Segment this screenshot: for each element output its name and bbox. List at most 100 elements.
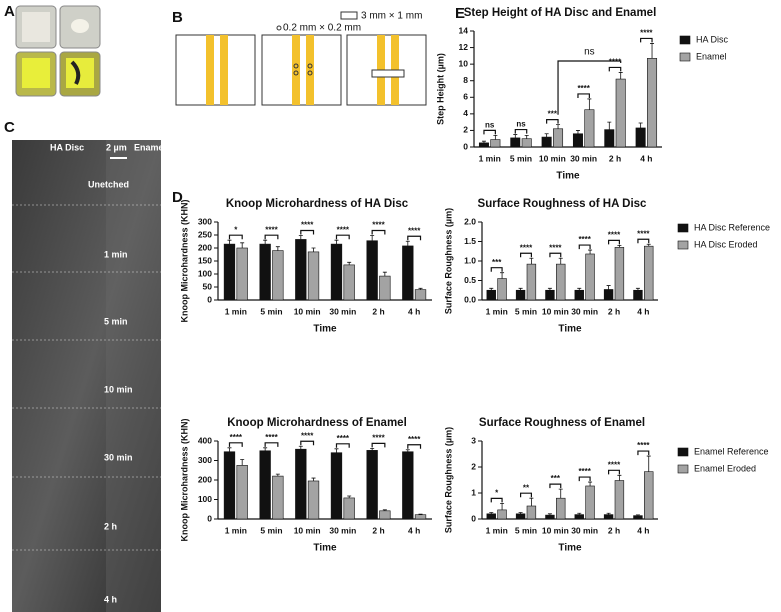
x-tick-label: 30 min [329, 525, 356, 535]
y-tick-label: 0 [207, 294, 212, 304]
error-bar [544, 133, 549, 138]
bar [521, 138, 532, 148]
significance-label: *** [492, 258, 502, 267]
error-bar [606, 512, 611, 515]
significance-bracket [371, 229, 386, 235]
bar [584, 109, 595, 148]
significance-label: **** [578, 467, 591, 476]
x-tick-label: 5 min [260, 525, 282, 535]
significance-label: **** [549, 243, 562, 252]
bar [635, 127, 646, 148]
significance-label: **** [301, 221, 314, 230]
significance-label: **** [577, 84, 590, 93]
chart-title: Surface Roughness of Enamel [479, 417, 645, 429]
significance-bracket [546, 119, 559, 124]
error-bar [558, 257, 563, 265]
y-tick-label: 2 [463, 125, 468, 135]
significance-label: ** [523, 483, 530, 492]
sem-row-label: 10 min [104, 384, 133, 394]
significance-label: **** [608, 231, 621, 240]
y-tick-label: 10 [459, 58, 469, 68]
error-bar [334, 448, 339, 453]
significance-label: **** [372, 434, 385, 443]
bar [379, 510, 391, 520]
error-bar [513, 134, 518, 138]
bar [259, 243, 271, 301]
bar [497, 278, 507, 301]
y-tick-label: 400 [198, 435, 212, 445]
error-bar [607, 121, 612, 130]
significance-bracket [407, 444, 422, 449]
error-bar [524, 135, 529, 139]
bar [553, 128, 564, 148]
bar [478, 142, 489, 148]
y-tick-label: 6 [463, 92, 468, 102]
x-tick-label: 2 h [609, 153, 621, 163]
error-bar [347, 261, 352, 265]
x-axis-label: Time [558, 324, 582, 335]
x-axis-label: Time [556, 171, 580, 182]
bar [647, 58, 658, 148]
photo-a [15, 5, 101, 97]
y-tick-label: 8 [463, 75, 468, 85]
error-bar [635, 514, 640, 516]
chart-title: Surface Roughness of HA Disc [478, 198, 648, 210]
significance-bracket [490, 497, 503, 503]
bar [574, 514, 584, 520]
x-tick-label: 5 min [510, 153, 532, 163]
y-axis-label: Step Height (µm) [435, 53, 445, 125]
y-tick-label: 300 [198, 216, 212, 226]
error-bar [638, 122, 643, 128]
error-bar [529, 257, 534, 265]
significance-label: * [234, 225, 238, 234]
significance-bracket [637, 450, 650, 456]
y-tick-label: 0 [471, 513, 476, 523]
schematic-b [175, 11, 427, 106]
bar [515, 289, 526, 301]
bar [604, 129, 615, 148]
y-tick-label: 100 [198, 494, 212, 504]
error-bar [635, 287, 640, 291]
significance-bracket [608, 239, 620, 245]
bar [585, 253, 595, 301]
sem-row-label: 4 h [104, 594, 117, 604]
error-bar [587, 98, 592, 110]
b-label: 0.2 mm × 0.2 mm [283, 23, 361, 34]
error-bar [347, 495, 352, 498]
panel-label: D [172, 189, 183, 206]
bar [603, 514, 614, 520]
x-tick-label: 10 min [294, 306, 321, 316]
comparison-bracket [557, 60, 622, 115]
x-tick-label: 10 min [542, 306, 569, 316]
significance-bracket [228, 234, 243, 240]
y-tick-label: 0.5 [464, 275, 476, 285]
x-tick-label: 1 min [486, 306, 508, 316]
x-tick-label: 2 h [372, 525, 384, 535]
bar [541, 136, 552, 148]
sem-header: HA Disc [50, 142, 84, 152]
bar [236, 465, 248, 520]
error-bar [618, 72, 623, 80]
bar [572, 133, 583, 148]
bar [223, 243, 236, 301]
x-tick-label: 5 min [515, 306, 537, 316]
significance-bracket [549, 483, 562, 489]
error-bar [556, 124, 561, 129]
bar [223, 451, 236, 520]
error-bar [529, 497, 534, 506]
bar [490, 139, 501, 148]
significance-label: **** [230, 433, 243, 442]
legend-swatch [679, 52, 691, 62]
x-tick-label: 4 h [637, 525, 649, 535]
sem-row-label: Unetched [88, 179, 129, 189]
error-bar [311, 247, 316, 252]
y-tick-label: 200 [198, 474, 212, 484]
chart-title: Knoop Microhardness of Enamel [227, 417, 407, 429]
error-bar [489, 287, 494, 291]
error-bar [481, 140, 486, 143]
significance-bracket [578, 244, 591, 250]
error-bar [577, 287, 582, 291]
sem-row-label: 5 min [104, 316, 128, 326]
x-tick-label: 1 min [225, 525, 247, 535]
error-bar [405, 240, 410, 246]
